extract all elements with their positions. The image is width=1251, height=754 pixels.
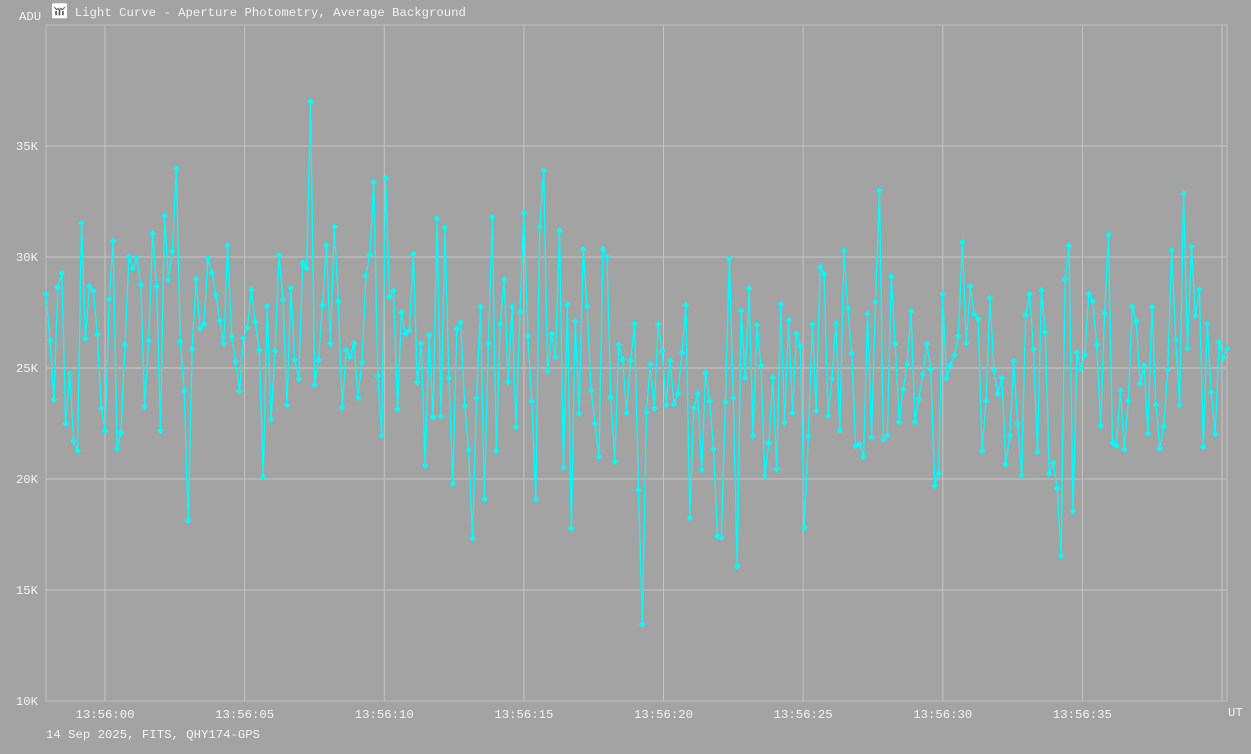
svg-text:35K: 35K xyxy=(16,140,39,154)
svg-text:13:56:00: 13:56:00 xyxy=(75,708,134,722)
svg-text:13:56:05: 13:56:05 xyxy=(215,708,274,722)
svg-text:13:56:15: 13:56:15 xyxy=(494,708,553,722)
svg-text:20K: 20K xyxy=(16,473,39,487)
svg-text:13:56:10: 13:56:10 xyxy=(355,708,414,722)
svg-text:25K: 25K xyxy=(16,362,39,376)
svg-text:13:56:25: 13:56:25 xyxy=(774,708,833,722)
svg-text:10K: 10K xyxy=(16,695,39,709)
svg-text:13:56:30: 13:56:30 xyxy=(913,708,972,722)
svg-text:15K: 15K xyxy=(16,584,39,598)
svg-text:30K: 30K xyxy=(16,251,39,265)
svg-text:13:56:35: 13:56:35 xyxy=(1053,708,1112,722)
svg-text:13:56:20: 13:56:20 xyxy=(634,708,693,722)
